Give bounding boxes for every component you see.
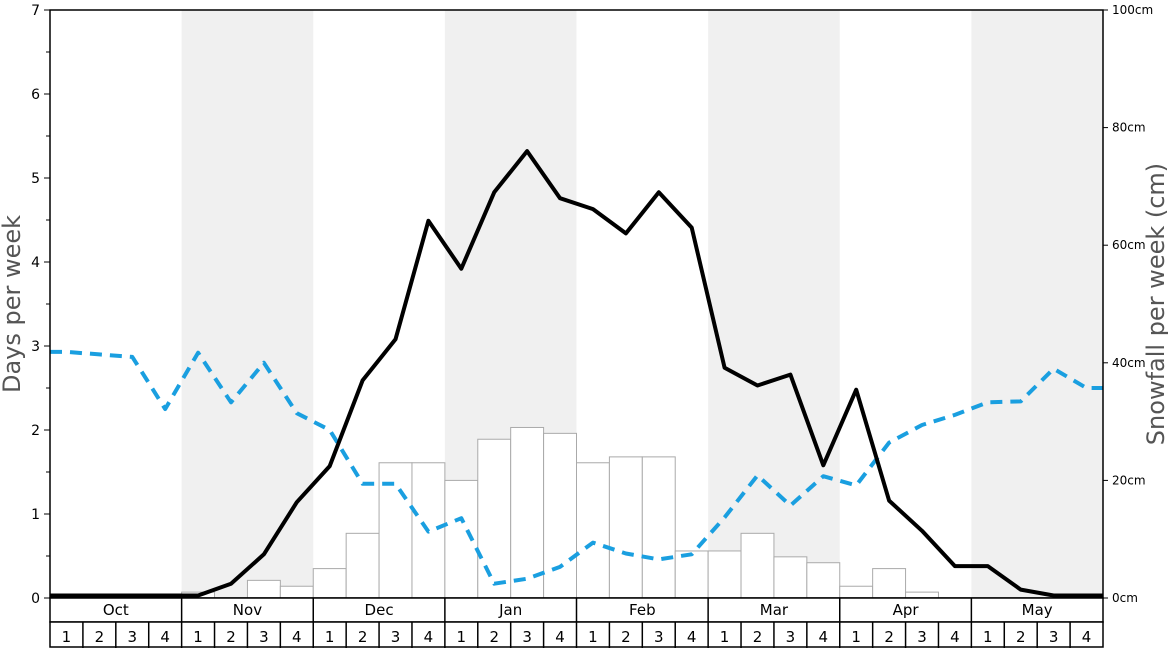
left-tick-label: 2 [31,423,40,439]
week-label: 4 [555,628,565,646]
month-label: Dec [365,601,394,619]
snowfall-bar [477,438,512,599]
week-label: 3 [259,628,269,646]
week-label: 4 [687,628,697,646]
week-label: 1 [720,628,730,646]
right-axis-title: Snowfall per week (cm) [1142,163,1168,445]
right-tick-label: 100cm [1112,3,1153,17]
month-shade-band [971,10,1103,598]
week-label: 2 [884,628,894,646]
month-label: Feb [629,601,656,619]
left-tick-label: 0 [31,591,40,607]
left-tick-label: 6 [31,87,40,103]
series-lines [50,149,1103,598]
week-label: 1 [457,628,467,646]
snow-days-line [50,149,1103,598]
right-tick-label: 60cm [1112,238,1146,252]
left-axis-title: Days per week [0,215,26,393]
week-label: 2 [95,628,105,646]
left-axis: 0 1 2 3 4 5 6 7 [31,3,50,607]
month-label: Apr [893,601,920,619]
month-label: Oct [103,601,129,619]
snowfall-bar [707,550,742,599]
week-label: 2 [621,628,631,646]
snowfall-bar [740,532,775,599]
week-label: 4 [950,628,960,646]
week-label: 2 [753,628,763,646]
snowfall-bar [806,562,841,599]
snowfall-bar [905,591,939,599]
snowfall-bar [312,568,347,599]
week-label: 1 [62,628,72,646]
left-tick-label: 7 [31,3,40,19]
week-label: 4 [292,628,302,646]
week-label: 1 [588,628,598,646]
week-label: 2 [358,628,368,646]
snowfall-bar [773,556,808,599]
week-label: 3 [127,628,137,646]
week-label: 1 [983,628,993,646]
week-label: 4 [1082,628,1092,646]
week-label: 4 [819,628,829,646]
snowfall-bar [345,532,380,599]
snowfall-bar [608,456,643,599]
week-label: 3 [1049,628,1059,646]
snowfall-bar [279,585,314,599]
month-label: Jan [498,601,522,619]
month-row: Oct Nov Dec Jan Feb Mar Apr May [49,597,1104,623]
week-label: 2 [1016,628,1026,646]
right-axis: 0cm 20cm 40cm 60cm 80cm 100cm [1103,3,1153,605]
snowfall-bar [576,462,610,599]
week-label: 3 [917,628,927,646]
week-label: 4 [424,628,434,646]
other-days-line [50,349,1103,586]
month-label: May [1022,601,1053,619]
week-label: 3 [654,628,664,646]
snowfall-bar [674,550,709,599]
week-label: 1 [193,628,203,646]
month-label: Mar [760,601,789,619]
right-tick-label: 40cm [1112,356,1146,370]
left-tick-label: 3 [31,339,40,355]
week-label: 1 [851,628,861,646]
snowfall-bar [839,585,874,599]
week-label: 4 [160,628,170,646]
left-tick-label: 4 [31,255,40,271]
month-shading [181,10,1103,598]
week-label: 3 [391,628,401,646]
snowfall-bar [543,432,577,599]
snowfall-bar [510,426,545,599]
month-shade-band [181,10,314,598]
right-tick-label: 20cm [1112,473,1146,487]
week-label: 2 [226,628,236,646]
week-label: 3 [522,628,532,646]
week-label: 3 [786,628,796,646]
right-tick-label: 80cm [1112,121,1146,135]
week-label: 1 [325,628,335,646]
snowfall-bar [246,579,281,599]
month-shade-band [708,10,840,598]
week-row: 1 2 3 4 1 2 3 4 1 2 3 4 1 2 3 4 1 2 3 4 1 2 3 4 1 2 3 4 1 2 3 4 [49,621,1104,648]
snowfall-bars [181,426,939,599]
left-tick-label: 1 [31,507,40,523]
left-tick-label: 5 [31,171,40,187]
snowfall-bar [872,568,907,599]
week-label: 2 [489,628,499,646]
month-label: Nov [233,601,262,619]
snowfall-bar [641,456,676,599]
right-tick-label: 0cm [1112,591,1138,605]
